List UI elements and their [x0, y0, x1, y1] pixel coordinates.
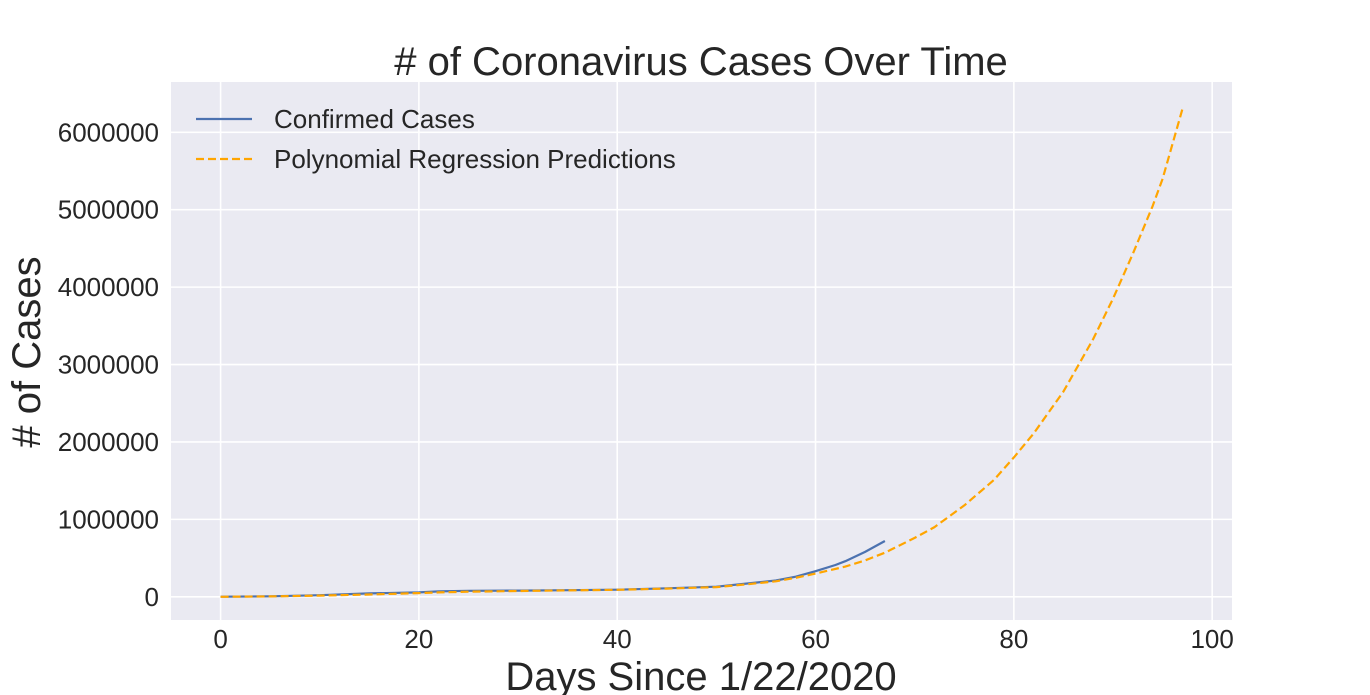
legend-label: Polynomial Regression Predictions [274, 144, 676, 174]
y-tick-label: 6000000 [58, 117, 159, 147]
legend-label: Confirmed Cases [274, 104, 475, 134]
series-lines [220, 108, 1184, 598]
chart-title: # of Coronavirus Cases Over Time [394, 40, 1008, 84]
plot-background [171, 82, 1232, 620]
legend: Confirmed Cases Polynomial Regression Pre… [196, 104, 676, 174]
x-tick-label: 80 [999, 624, 1028, 654]
y-axis-label: # of Cases [5, 256, 49, 447]
series-line [220, 108, 1184, 598]
y-tick-label: 2000000 [58, 427, 159, 457]
y-tick-label: 1000000 [58, 504, 159, 534]
y-tick-label: 0 [145, 582, 159, 612]
x-tick-label: 20 [404, 624, 433, 654]
x-tick-label: 60 [801, 624, 830, 654]
x-tick-label: 100 [1190, 624, 1233, 654]
x-tick-labels: 0 20 40 60 80 100 [213, 624, 1234, 654]
grid-lines [171, 82, 1232, 620]
y-tick-label: 5000000 [58, 195, 159, 225]
x-tick-label: 40 [603, 624, 632, 654]
y-tick-label: 4000000 [58, 272, 159, 302]
y-tick-labels: 0 1000000 2000000 3000000 4000000 5000000 6000… [58, 117, 159, 611]
x-axis-label: Days Since 1/22/2020 [505, 655, 896, 695]
y-tick-label: 3000000 [58, 350, 159, 380]
x-tick-label: 0 [213, 624, 227, 654]
